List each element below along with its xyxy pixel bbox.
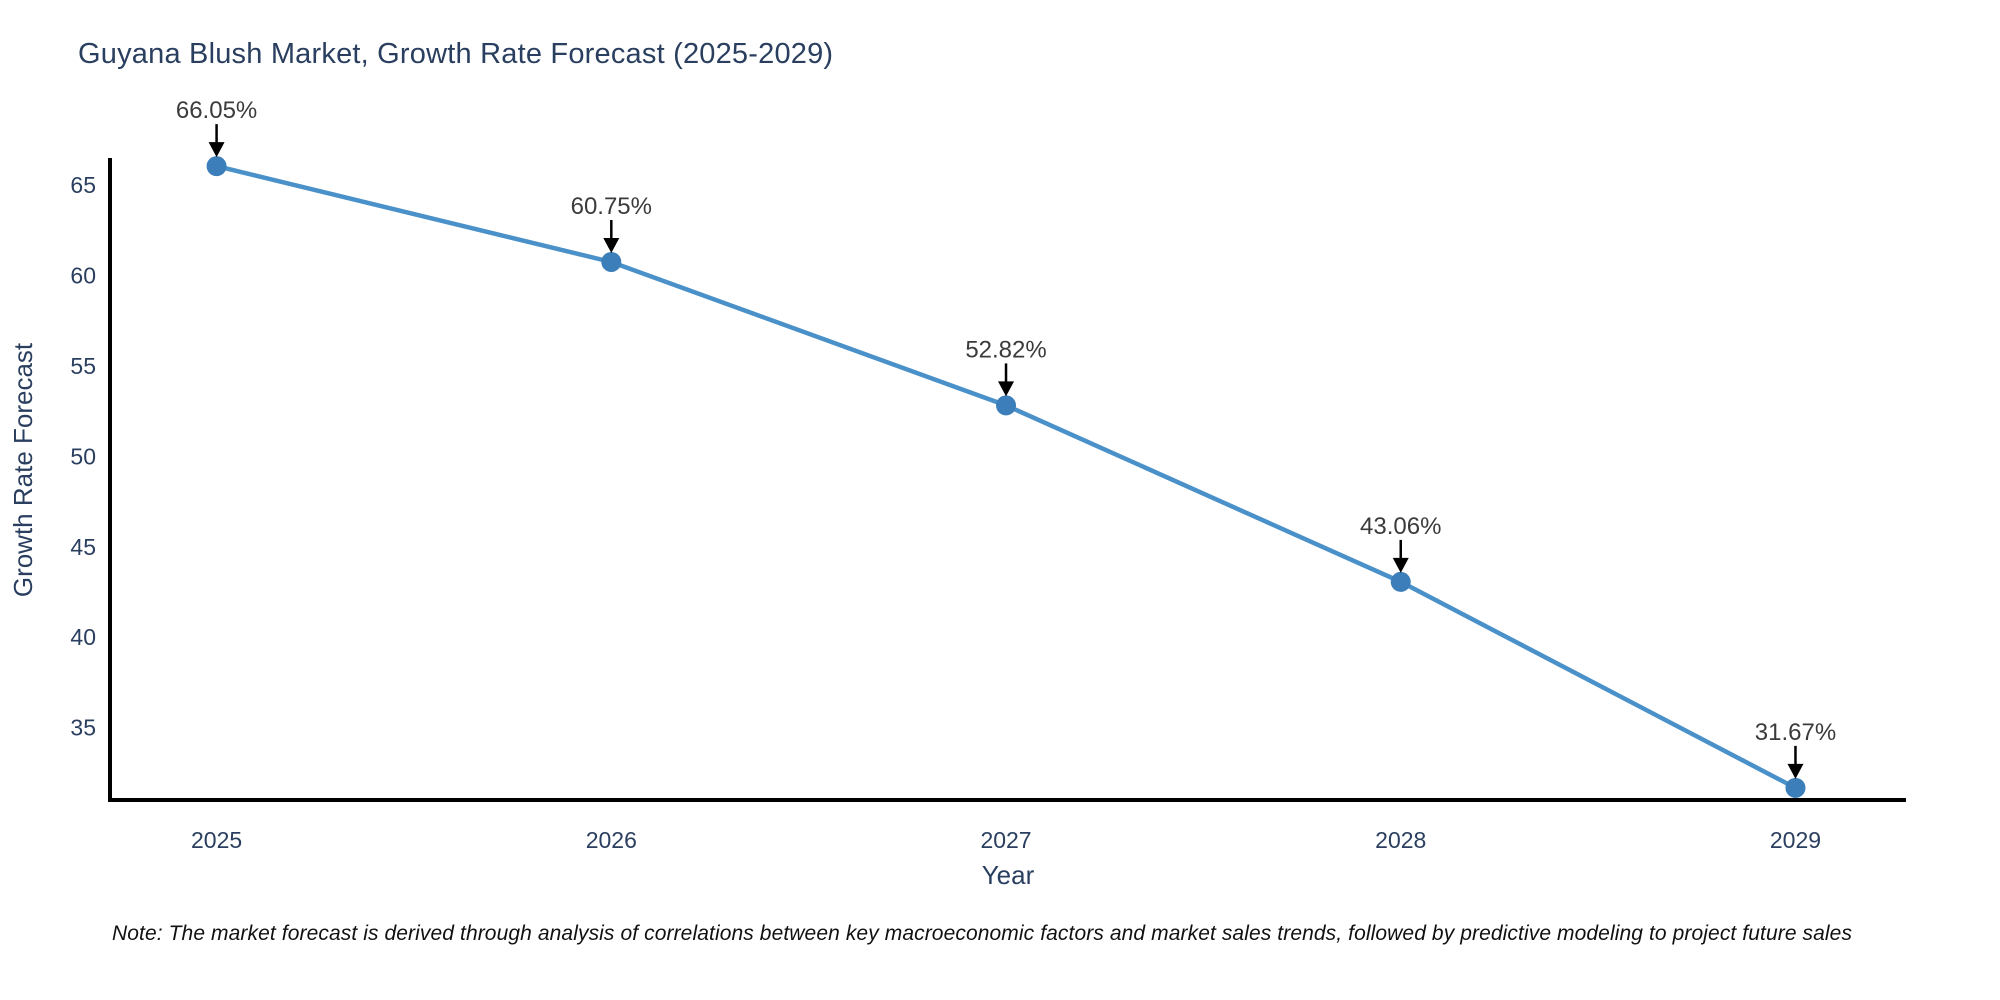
data-point-label: 52.82%: [965, 336, 1046, 363]
data-point[interactable]: [996, 395, 1017, 416]
chart-title: Guyana Blush Market, Growth Rate Forecas…: [78, 38, 834, 70]
annotation-arrow-head: [1392, 557, 1409, 573]
y-tick-label: 65: [70, 172, 96, 198]
annotation-arrow-head: [603, 237, 620, 253]
annotation-arrow-head: [998, 381, 1015, 397]
y-tick-label: 45: [70, 534, 96, 560]
y-tick-label: 40: [70, 624, 96, 650]
x-tick-label: 2029: [1770, 827, 1821, 853]
footnote: Note: The market forecast is derived thr…: [112, 922, 1853, 945]
y-tick-label: 35: [70, 715, 96, 741]
x-axis-title: Year: [982, 860, 1035, 890]
data-point-label: 66.05%: [176, 97, 257, 124]
data-point[interactable]: [601, 251, 622, 272]
y-axis-title: Growth Rate Forecast: [8, 342, 38, 597]
x-tick-label: 2026: [586, 827, 637, 853]
x-tick-label: 2027: [980, 827, 1031, 853]
data-point[interactable]: [206, 156, 227, 177]
annotation-arrow-head: [1787, 763, 1804, 779]
y-tick-label: 50: [70, 443, 96, 469]
data-point[interactable]: [1390, 571, 1411, 592]
y-tick-label: 55: [70, 353, 96, 379]
series-line: [214, 163, 1798, 791]
data-point-label: 31.67%: [1755, 719, 1836, 746]
x-tick-label: 2025: [191, 827, 242, 853]
annotation-arrow-head: [208, 142, 225, 158]
data-point-label: 60.75%: [571, 193, 652, 220]
y-tick-label: 60: [70, 263, 96, 289]
data-point[interactable]: [1785, 777, 1806, 798]
x-tick-label: 2028: [1375, 827, 1426, 853]
data-point-label: 43.06%: [1360, 513, 1441, 540]
